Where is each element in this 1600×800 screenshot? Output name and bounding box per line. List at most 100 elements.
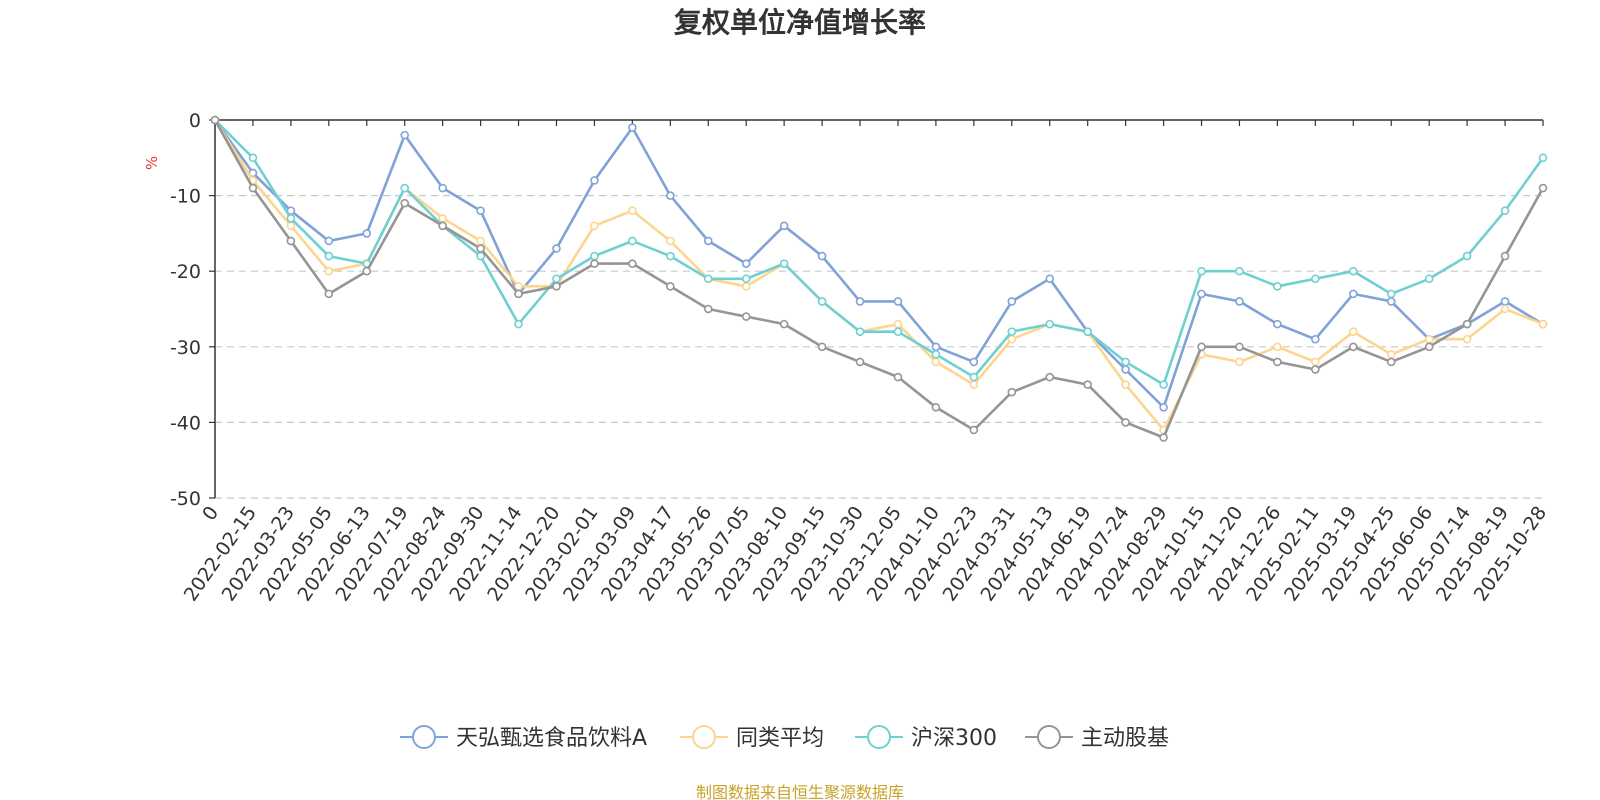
legend-item[interactable]: 同类平均	[680, 725, 824, 751]
data-point	[400, 198, 410, 208]
data-point	[514, 289, 523, 299]
legend-marker-swatch	[412, 725, 436, 749]
data-point	[893, 297, 903, 306]
data-point	[400, 183, 410, 193]
data-point	[552, 244, 561, 253]
data-point	[590, 259, 599, 268]
data-point	[1007, 297, 1017, 306]
y-tick-label: -20	[170, 261, 201, 283]
data-point	[931, 350, 941, 359]
data-point	[1386, 350, 1396, 359]
data-point	[362, 266, 372, 276]
data-point	[1424, 334, 1434, 344]
data-point	[1007, 387, 1017, 397]
legend-label: 主动股基	[1081, 726, 1169, 751]
data-point	[969, 372, 979, 382]
legend-label: 天弘甄选食品饮料A	[456, 726, 647, 751]
data-source-note: 制图数据来自恒生聚源数据库	[696, 783, 904, 800]
data-point	[1386, 357, 1396, 367]
data-point	[248, 183, 258, 193]
data-point	[1159, 380, 1168, 389]
data-point	[324, 251, 334, 261]
legend-marker-swatch	[692, 725, 716, 749]
data-point	[1121, 357, 1130, 367]
data-point	[324, 236, 334, 246]
data-point	[1007, 334, 1017, 344]
data-point	[1348, 289, 1358, 299]
legend-label: 沪深300	[911, 726, 997, 751]
data-point	[1007, 327, 1017, 336]
data-point	[779, 319, 789, 329]
data-point	[855, 357, 865, 367]
data-point	[741, 274, 751, 284]
data-point	[703, 304, 713, 314]
y-tick-label: -40	[170, 412, 201, 434]
data-point	[666, 251, 675, 261]
data-point	[1538, 183, 1548, 193]
data-point	[1273, 342, 1282, 352]
legend-item[interactable]: 主动股基	[1025, 725, 1169, 751]
legend-item[interactable]: 沪深300	[855, 725, 997, 751]
data-point	[969, 425, 979, 435]
data-point	[1311, 274, 1320, 284]
data-point	[1045, 372, 1055, 382]
series-lines	[210, 115, 1548, 442]
data-point	[1386, 289, 1396, 299]
data-point	[1045, 274, 1055, 284]
data-point	[248, 153, 258, 163]
data-point	[590, 176, 599, 185]
data-point	[1311, 334, 1320, 344]
data-point	[931, 342, 941, 352]
data-point	[514, 282, 523, 291]
data-point	[703, 236, 713, 246]
data-point	[969, 380, 979, 389]
data-point	[628, 123, 637, 132]
data-point	[438, 221, 447, 231]
data-point	[817, 251, 827, 261]
data-point	[1121, 380, 1130, 389]
data-point	[362, 229, 372, 238]
legend[interactable]: 天弘甄选食品饮料A 同类平均 沪深300 主动股基	[400, 725, 1169, 751]
data-point	[1159, 433, 1168, 442]
data-point	[893, 372, 903, 382]
y-unit-label: %	[143, 156, 161, 170]
data-point	[324, 289, 334, 299]
data-point	[438, 183, 447, 193]
data-point	[1500, 251, 1510, 261]
data-point	[1462, 251, 1472, 261]
data-point	[1159, 402, 1168, 412]
data-point	[628, 236, 637, 246]
data-point	[1500, 297, 1510, 306]
data-point	[1311, 357, 1320, 367]
data-point	[286, 213, 296, 223]
data-point	[476, 236, 485, 246]
data-point	[931, 357, 941, 367]
data-point	[590, 251, 599, 261]
data-point	[969, 357, 979, 367]
data-point	[438, 213, 447, 223]
x-tick-labels: 02022-02-152022-03-232022-05-052022-06-1…	[180, 502, 1551, 605]
y-tick-label: 0	[189, 110, 201, 132]
data-point	[1386, 297, 1396, 306]
data-point	[666, 282, 675, 291]
data-point	[476, 206, 485, 216]
legend-item[interactable]: 天弘甄选食品饮料A	[400, 725, 647, 751]
data-point	[666, 236, 675, 246]
data-point	[1083, 327, 1092, 336]
data-point	[1197, 289, 1206, 299]
legend-label: 同类平均	[736, 726, 824, 751]
data-point	[286, 221, 296, 231]
x-tick-label: 0	[198, 502, 223, 525]
data-point	[703, 274, 713, 284]
data-point	[666, 191, 675, 200]
data-point	[400, 130, 410, 140]
data-point	[1235, 297, 1244, 306]
data-point	[1197, 266, 1206, 276]
data-point	[893, 319, 903, 329]
data-point	[324, 266, 334, 276]
y-tick-label: -50	[170, 488, 201, 510]
data-point	[1311, 365, 1320, 374]
data-point	[286, 236, 296, 246]
data-point	[741, 312, 751, 321]
data-point	[1235, 342, 1244, 352]
